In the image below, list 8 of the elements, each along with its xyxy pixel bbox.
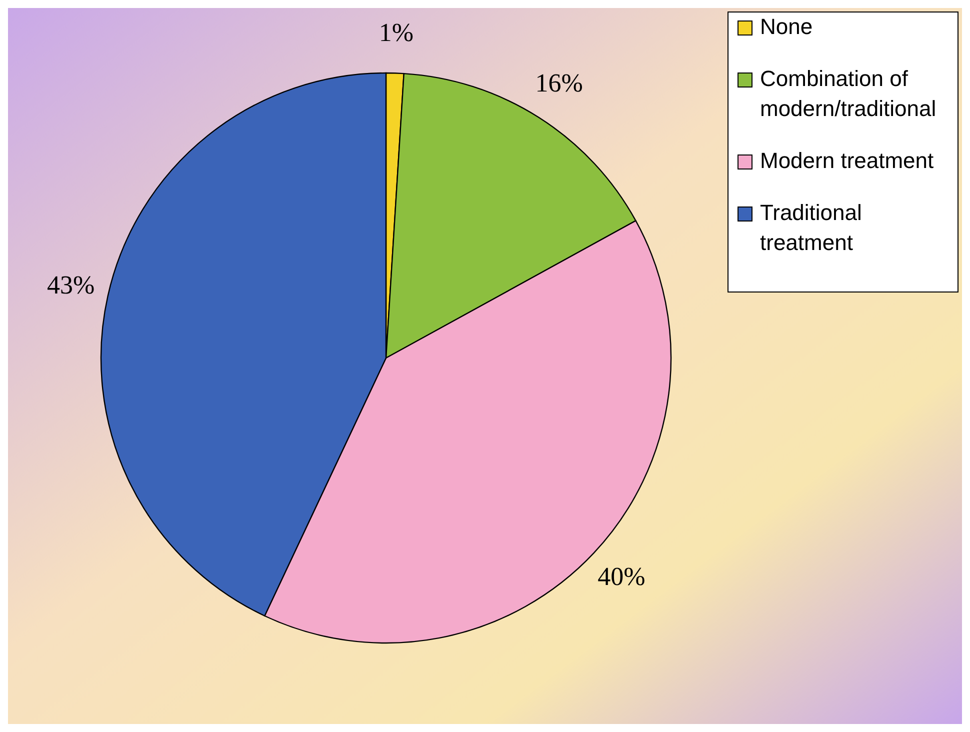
legend-label: Modern treatment — [760, 148, 934, 173]
legend-label: Traditional treatment — [760, 200, 862, 255]
legend-label: None — [760, 14, 813, 39]
legend-label: Combination of modern/traditional — [760, 66, 936, 121]
data-label: 40% — [598, 562, 646, 592]
data-label: 43% — [46, 270, 95, 300]
data-label: 16% — [535, 68, 583, 98]
data-label: 1% — [378, 18, 414, 48]
